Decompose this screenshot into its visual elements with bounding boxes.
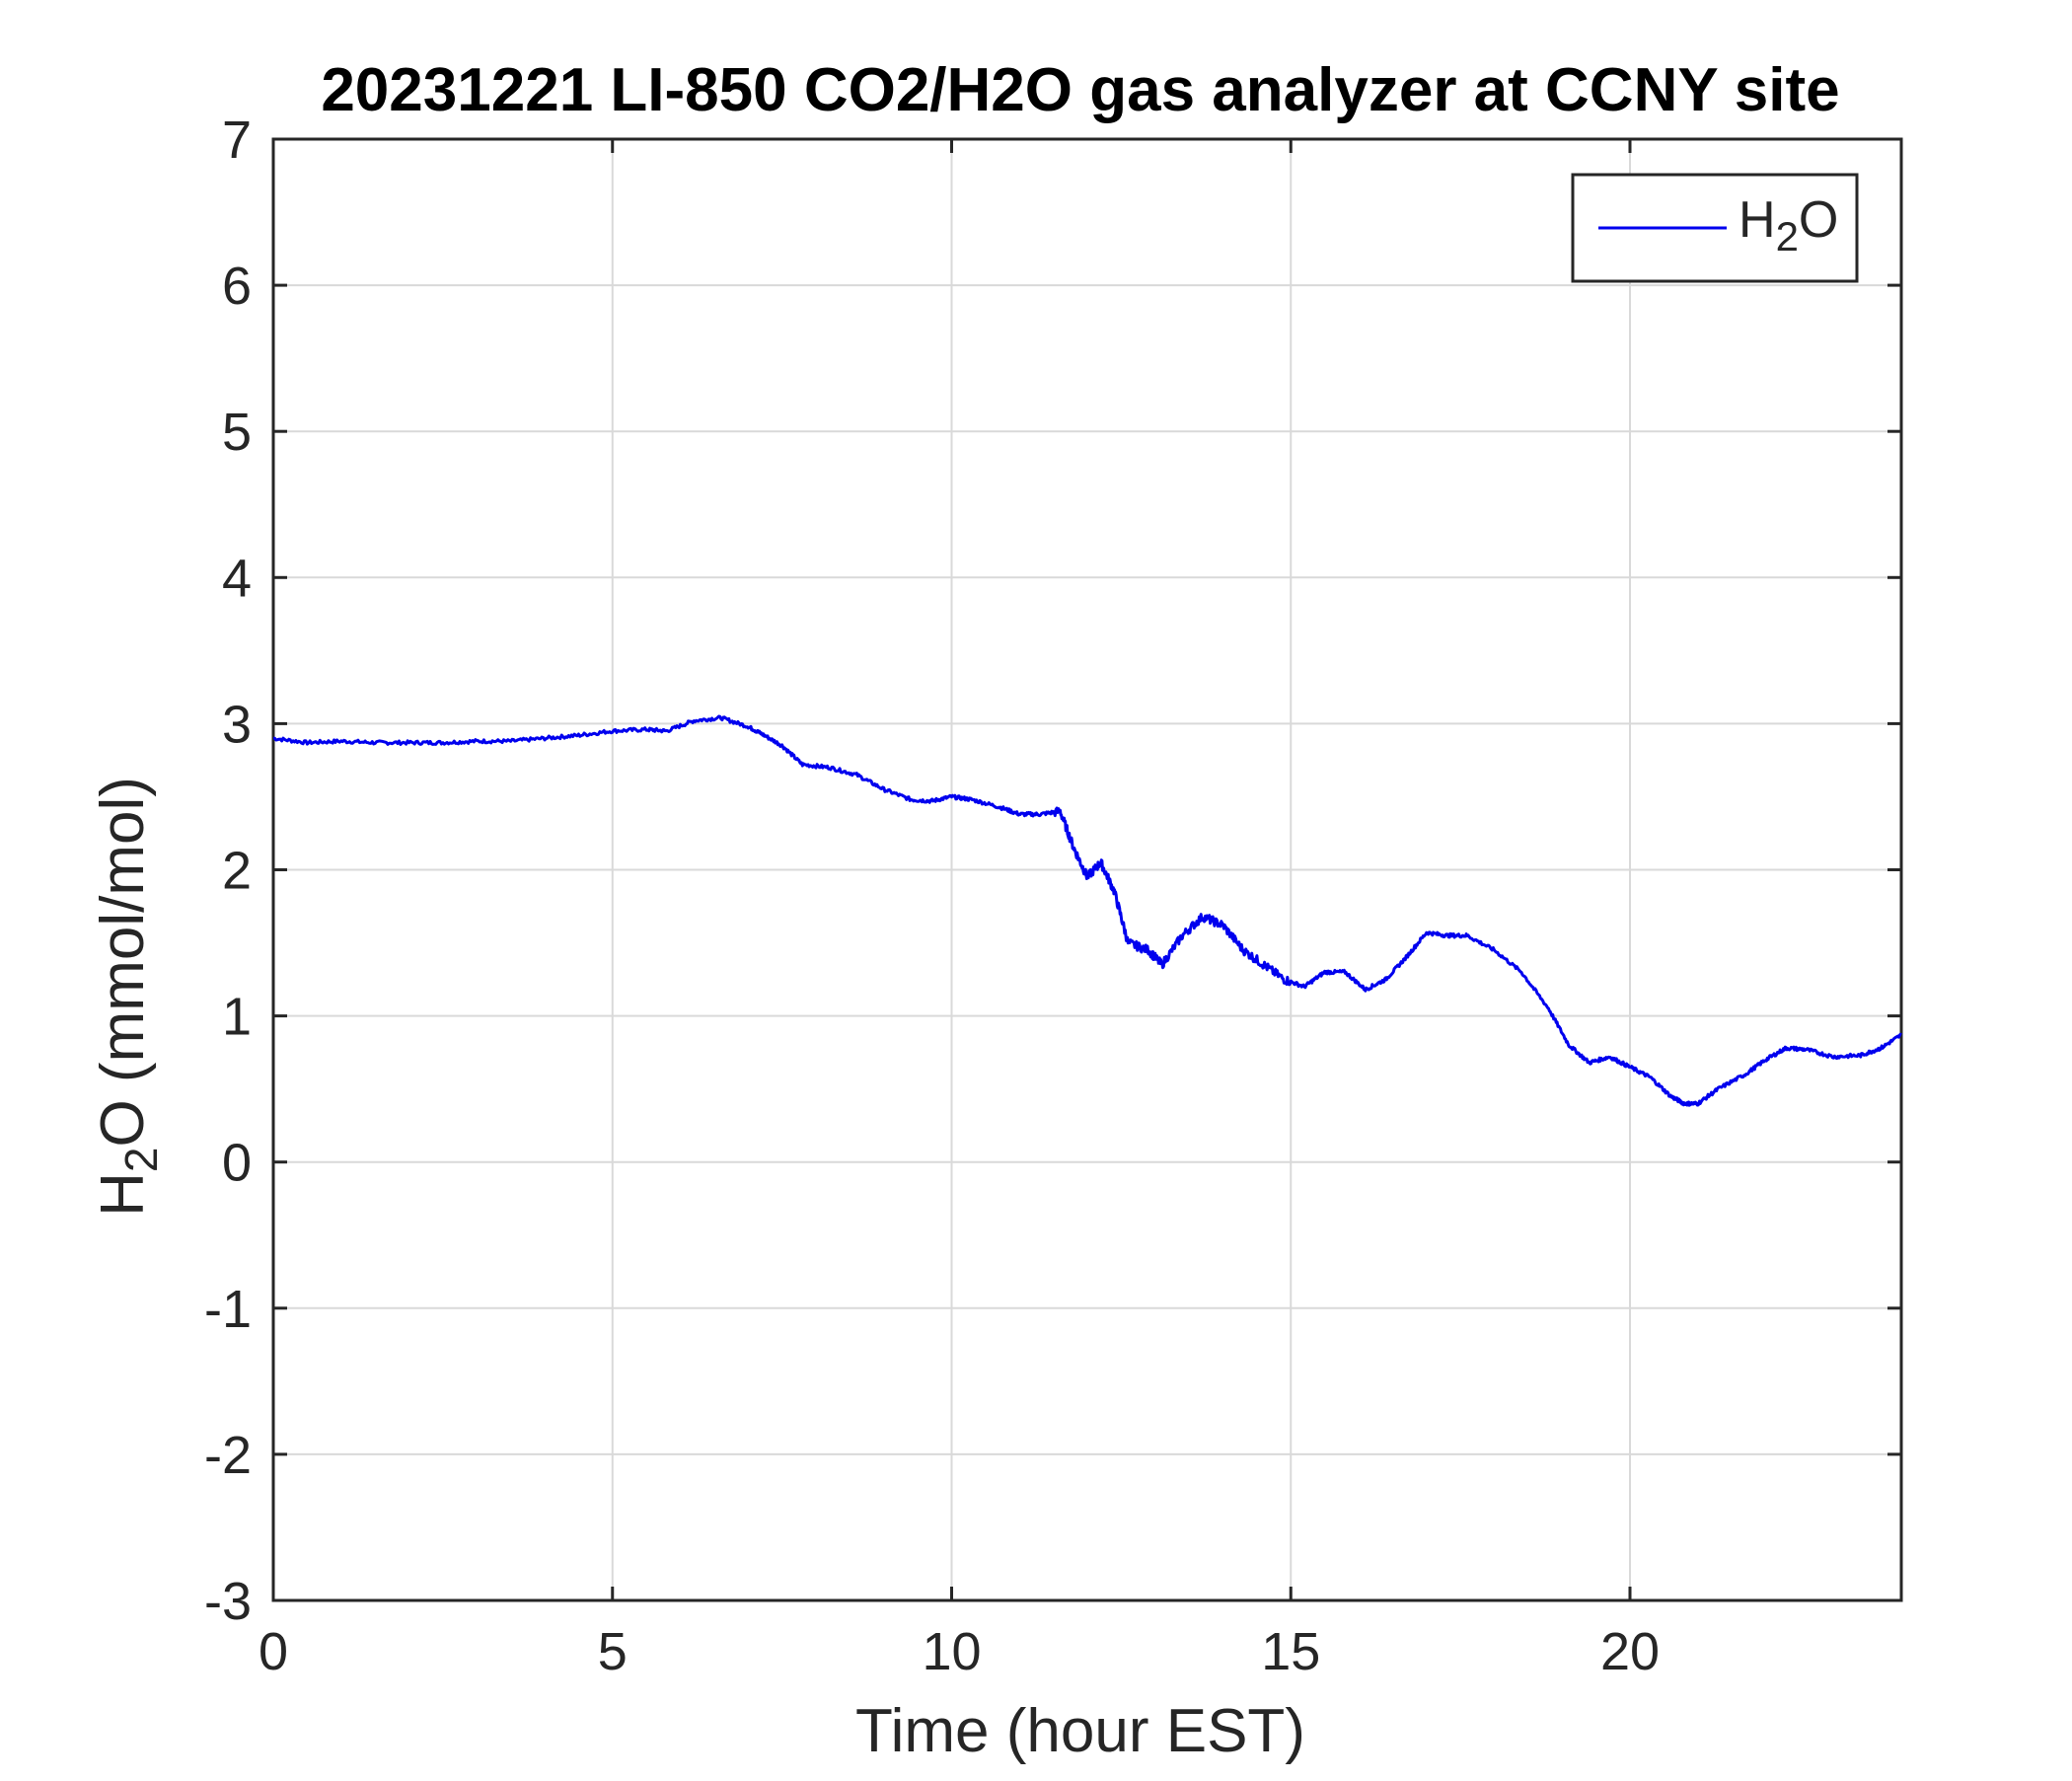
y-tick-label: 6	[222, 257, 252, 316]
y-tick-label: -3	[204, 1572, 252, 1631]
x-tick-labels: 0 5 10 15 20	[259, 1622, 1660, 1681]
series-layer	[272, 714, 1902, 1107]
x-axis-label: Time (hour EST)	[855, 1697, 1305, 1765]
y-tick-label: 1	[222, 988, 252, 1047]
legend-label-h2o: H2O	[1739, 191, 1838, 260]
series-line-h2o	[272, 714, 1902, 1107]
x-tick-label: 20	[1600, 1622, 1660, 1681]
x-tick-label: 0	[259, 1622, 288, 1681]
legend: H2O	[1571, 173, 1859, 283]
y-tick-label: -1	[204, 1280, 252, 1339]
y-axis-label-subscript: 2	[115, 1148, 167, 1173]
y-tick-label: -2	[204, 1426, 252, 1485]
y-axis-label-prefix: H	[89, 1172, 157, 1217]
legend-label-suffix: O	[1799, 191, 1838, 249]
y-tick-label: 5	[222, 403, 252, 462]
x-tick-label: 10	[922, 1622, 981, 1681]
grid-lines	[272, 138, 1901, 1601]
legend-label-prefix: H	[1739, 191, 1776, 249]
y-axis-label: H2O (mmol/mol)	[89, 777, 167, 1217]
y-axis-label-suffix: O (mmol/mol)	[89, 777, 157, 1147]
plot-area-frame	[271, 137, 1903, 1602]
y-tick-labels: -3 -2 -1 0 1 2 3 4 5 6 7	[204, 111, 252, 1631]
y-tick-label: 7	[222, 111, 252, 170]
y-tick-label: 2	[222, 842, 252, 901]
y-tick-label: 0	[222, 1134, 252, 1193]
x-tick-label: 5	[598, 1622, 628, 1681]
y-tick-label: 4	[222, 549, 252, 608]
x-tick-label: 15	[1261, 1622, 1320, 1681]
legend-label-subscript: 2	[1776, 213, 1799, 260]
y-tick-label: 3	[222, 695, 252, 754]
chart-title: 20231221 LI-850 CO2/H2O gas analyzer at …	[321, 56, 1839, 124]
